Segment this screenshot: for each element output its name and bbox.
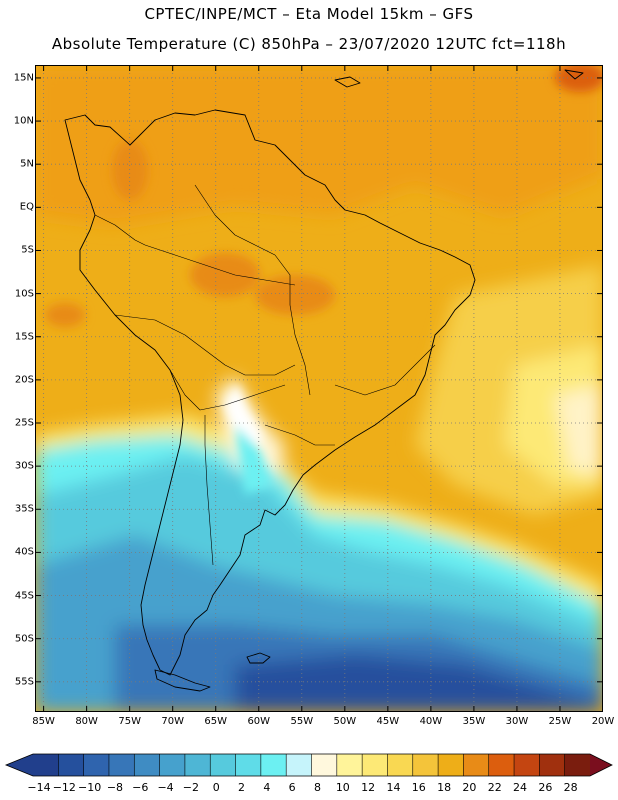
- colorbar-label: 14: [386, 781, 401, 794]
- colorbar-label: 20: [462, 781, 477, 794]
- colorbar-swatch: [412, 754, 439, 776]
- latitude-label: 15N: [13, 72, 34, 84]
- colorbar-swatch: [311, 754, 338, 776]
- latitude-label: 55S: [14, 676, 34, 688]
- latitude-label: EQ: [19, 201, 34, 213]
- chart-title-line1: CPTEC/INPE/MCT – Eta Model 15km – GFS: [144, 5, 474, 23]
- colorbar-label: −8: [106, 781, 124, 794]
- longitude-label: 25W: [548, 716, 572, 727]
- colorbar-label: −14: [27, 781, 51, 794]
- colorbar-swatch: [387, 754, 414, 776]
- longitude-label: 30W: [505, 716, 529, 727]
- longitude-label: 70W: [161, 716, 184, 727]
- colorbar-label: 16: [411, 781, 426, 794]
- colorbar-swatch: [83, 754, 110, 776]
- colorbar-swatch: [564, 754, 591, 776]
- colorbar-swatch: [362, 754, 388, 776]
- colorbar-swatch: [260, 754, 287, 776]
- longitude-label: 60W: [247, 716, 271, 727]
- longitude-label: 85W: [32, 716, 55, 727]
- colorbar-swatch: [286, 754, 312, 776]
- colorbar-label: 10: [335, 781, 350, 794]
- longitude-label: 55W: [290, 716, 314, 727]
- longitude-label: 40W: [419, 716, 443, 727]
- colorbar-swatch: [235, 754, 262, 776]
- colorbar-label: 26: [538, 781, 553, 794]
- colorbar-label: −2: [182, 781, 200, 794]
- colorbar-label: −6: [132, 781, 149, 794]
- colorbar-label: 24: [513, 781, 528, 794]
- colorbar-swatch: [134, 754, 161, 776]
- colorbar-swatch: [184, 754, 211, 776]
- colorbar-swatch: [210, 754, 237, 776]
- colorbar-label: 12: [361, 781, 376, 794]
- longitude-label: 75W: [118, 716, 141, 727]
- longitude-label: 35W: [462, 716, 486, 727]
- colorbar-label: 0: [212, 781, 220, 794]
- colorbar-right-arrow: [590, 754, 612, 776]
- chart-title-line2: Absolute Temperature (C) 850hPa – 23/07/…: [51, 35, 567, 53]
- latitude-label: 20S: [14, 374, 34, 386]
- longitude-label: 80W: [75, 716, 98, 727]
- latitude-label: 45S: [14, 590, 34, 602]
- map-canvas: [35, 65, 603, 712]
- latitude-label: 15S: [14, 331, 34, 343]
- latitude-label: 35S: [14, 503, 34, 515]
- temperature-map: [35, 65, 603, 712]
- colorbar-swatch: [539, 754, 566, 776]
- latitude-label: 40S: [14, 546, 34, 558]
- graticule: [35, 65, 603, 712]
- colorbar-outline: [4, 753, 613, 777]
- colorbar-swatch: [108, 754, 135, 776]
- colorbar-label: 22: [487, 781, 502, 794]
- colorbar-swatch: [58, 754, 85, 776]
- coastlines: [64, 69, 584, 692]
- longitude-label: 65W: [204, 716, 228, 727]
- latitude-label: 30S: [14, 460, 34, 472]
- map-frame: [35, 65, 603, 712]
- colorbar-label: 6: [288, 781, 296, 794]
- colorbar-label: 4: [263, 781, 271, 794]
- longitude-label: 45W: [376, 716, 400, 727]
- colorbar-label: −10: [78, 781, 102, 794]
- colorbar-label: −4: [157, 781, 174, 794]
- colorbar-swatch: [33, 754, 59, 776]
- colorbar-swatch: [336, 754, 363, 776]
- colorbar-swatch: [463, 754, 490, 776]
- longitude-label: 20W: [591, 716, 615, 727]
- longitude-label: 50W: [333, 716, 357, 727]
- colorbar-swatch: [488, 754, 515, 776]
- colorbar-swatch: [438, 754, 464, 776]
- colorbar-swatch: [159, 754, 186, 776]
- colorbar-label: −12: [52, 781, 76, 794]
- colorbar-label: 28: [563, 781, 578, 794]
- latitude-label: 10S: [14, 288, 34, 300]
- colorbar: [4, 753, 613, 777]
- colorbar-left-arrow: [6, 754, 33, 776]
- latitude-label: 25S: [14, 417, 34, 429]
- colorbar-label: 2: [238, 781, 246, 794]
- latitude-label: 5N: [20, 158, 34, 170]
- latitude-label: 10N: [13, 115, 34, 127]
- colorbar-label: 18: [437, 781, 452, 794]
- colorbar-label: 8: [314, 781, 321, 794]
- latitude-label: 5S: [21, 244, 34, 256]
- latitude-label: 50S: [14, 633, 34, 645]
- temperature-field: [35, 65, 603, 712]
- colorbar-swatch: [514, 754, 540, 776]
